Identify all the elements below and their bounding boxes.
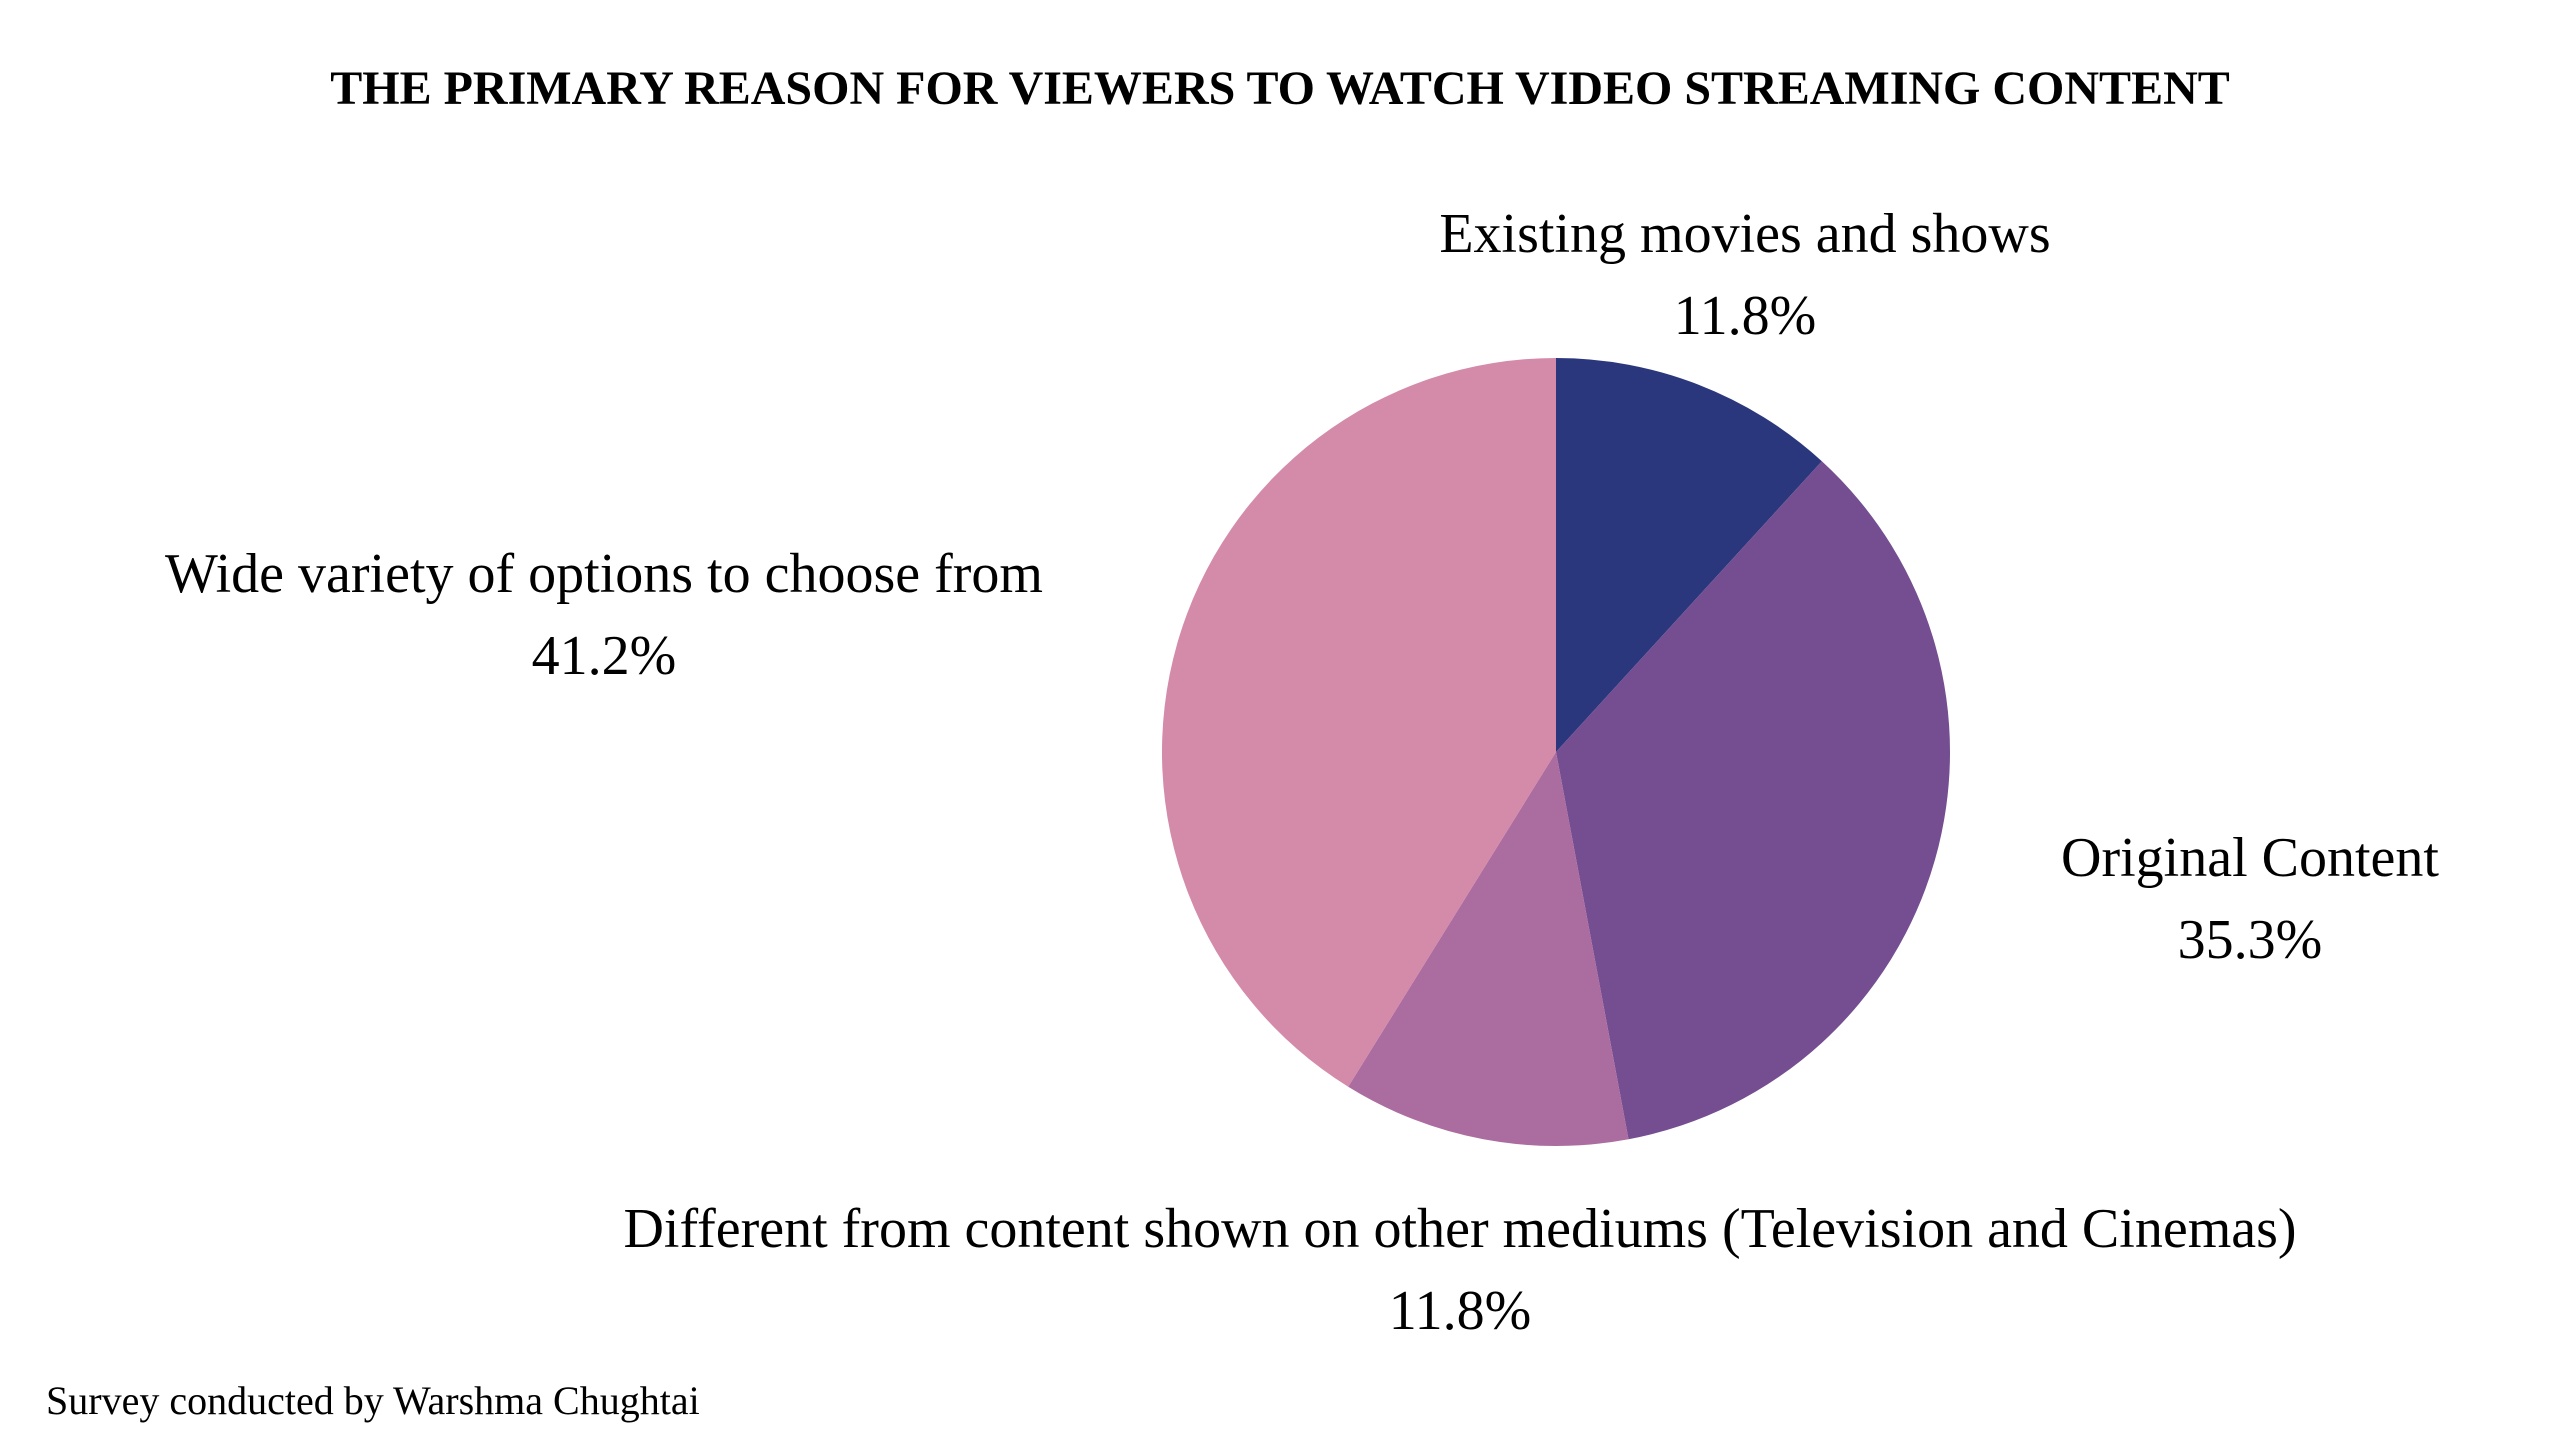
slice-label-2: Original Content [2061,827,2439,889]
pie-slices [1161,358,1951,1146]
slice-value-label-1: 11.8% [1674,285,1817,347]
slice-label-1: Existing movies and shows [1439,203,2050,265]
slice-label-3: Different from content shown on other me… [623,1198,2296,1260]
pie-slice-4 [1161,358,1556,1087]
footer-note: Survey conducted by Warshma Chughtai [46,1378,700,1423]
slice-value-label-3: 11.8% [1389,1280,1532,1342]
pie-slice-2 [1556,461,1951,1140]
slice-value-label-4: 41.2% [532,625,677,687]
slice-value-label-2: 35.3% [2178,909,2323,971]
slice-label-4: Wide variety of options to choose from [165,543,1043,605]
pie-slice-3 [1348,752,1629,1146]
chart-title: THE PRIMARY REASON FOR VIEWERS TO WATCH … [330,62,2230,115]
pie-slice-1 [1556,358,1822,752]
slice-labels: Existing movies and shows 11.8% Original C… [165,203,2439,1342]
